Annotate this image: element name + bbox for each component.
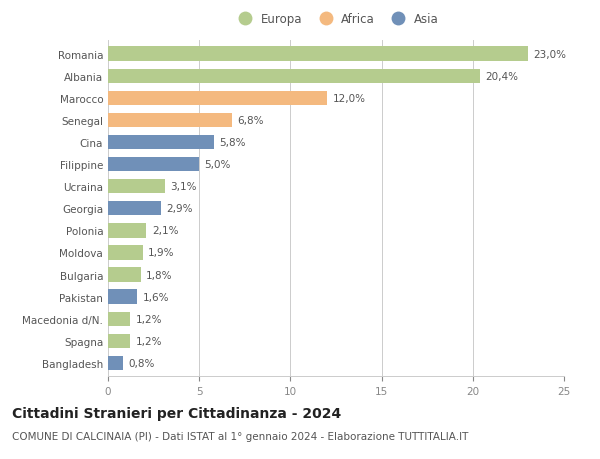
Text: 1,6%: 1,6% [143,292,169,302]
Text: Cittadini Stranieri per Cittadinanza - 2024: Cittadini Stranieri per Cittadinanza - 2… [12,406,341,420]
Bar [108,179,164,194]
Bar [108,290,137,304]
Text: 23,0%: 23,0% [533,50,566,60]
Text: 2,9%: 2,9% [166,204,193,214]
Text: 1,2%: 1,2% [136,314,162,324]
Text: 20,4%: 20,4% [485,72,518,82]
Text: 1,9%: 1,9% [148,248,175,258]
Bar [108,334,130,348]
Bar [108,47,527,62]
Text: 2,1%: 2,1% [152,226,178,236]
Bar [108,157,199,172]
Bar [108,246,143,260]
Text: 0,8%: 0,8% [128,358,154,368]
Text: 6,8%: 6,8% [238,116,264,126]
Text: 1,8%: 1,8% [146,270,173,280]
Text: 12,0%: 12,0% [332,94,365,104]
Bar [108,69,480,84]
Bar [108,224,146,238]
Bar [108,113,232,128]
Bar [108,312,130,326]
Text: 5,0%: 5,0% [205,160,231,170]
Bar [108,135,214,150]
Text: 3,1%: 3,1% [170,182,197,192]
Text: 1,2%: 1,2% [136,336,162,346]
Bar [108,268,141,282]
Text: 5,8%: 5,8% [219,138,246,148]
Bar [108,202,161,216]
Bar [108,91,327,106]
Text: COMUNE DI CALCINAIA (PI) - Dati ISTAT al 1° gennaio 2024 - Elaborazione TUTTITAL: COMUNE DI CALCINAIA (PI) - Dati ISTAT al… [12,431,469,442]
Bar [108,356,122,370]
Legend: Europa, Africa, Asia: Europa, Africa, Asia [229,8,443,31]
